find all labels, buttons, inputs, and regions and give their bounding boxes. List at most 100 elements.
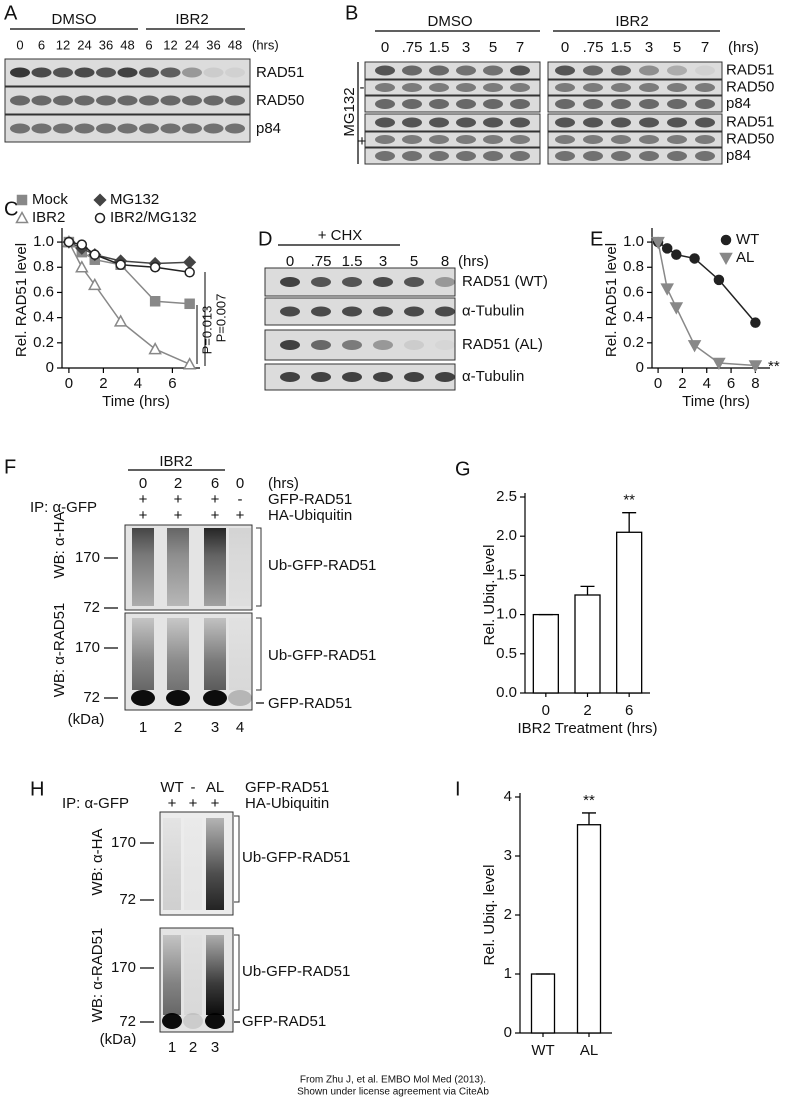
y-tick-label: 0.8 xyxy=(623,258,644,275)
bar xyxy=(532,613,559,694)
band xyxy=(96,95,116,106)
marker xyxy=(651,236,665,250)
x-tick-label: 0 xyxy=(654,375,662,392)
band xyxy=(31,67,52,78)
marker xyxy=(149,262,161,273)
smear xyxy=(163,935,181,1015)
smear xyxy=(163,818,181,910)
marker xyxy=(748,360,763,373)
marker xyxy=(184,267,195,278)
band xyxy=(131,690,155,706)
band xyxy=(667,99,687,109)
lane-label: WT xyxy=(160,779,183,796)
band-label: RAD51 xyxy=(256,64,304,81)
band-label: RAD51 (WT) xyxy=(462,273,548,290)
lane-label: 5 xyxy=(673,39,681,56)
marker xyxy=(76,239,88,250)
lane-label: - xyxy=(191,779,196,796)
fit-line xyxy=(657,241,756,367)
band xyxy=(555,99,575,109)
x-tick-label: 6 xyxy=(168,375,176,392)
band xyxy=(31,95,52,106)
legend-label: Mock xyxy=(32,191,68,208)
band xyxy=(53,123,73,134)
band xyxy=(373,372,393,382)
lane-label: 3 xyxy=(379,253,387,270)
mw-label: 170 xyxy=(111,959,136,976)
x-tick-label: 2 xyxy=(583,702,591,719)
band xyxy=(510,151,530,161)
bracket xyxy=(234,934,240,1011)
band xyxy=(456,135,476,144)
wb-label: WB: α-HA xyxy=(51,511,68,578)
y-tick-label: 1.0 xyxy=(496,606,517,623)
marker xyxy=(750,317,761,328)
x-axis-label: Time (hrs) xyxy=(102,393,170,410)
band xyxy=(695,117,715,128)
band xyxy=(483,135,503,144)
marker xyxy=(184,298,195,310)
band xyxy=(342,306,362,317)
band xyxy=(583,83,603,92)
row-sign: + xyxy=(236,507,245,524)
x-tick-label: 4 xyxy=(134,375,142,392)
bracket xyxy=(256,527,262,607)
band xyxy=(695,83,715,92)
band xyxy=(695,99,715,109)
row-sign: + xyxy=(211,491,220,508)
band xyxy=(611,65,631,76)
y-axis-label: Rel. RAD51 level xyxy=(603,243,620,357)
smear xyxy=(229,528,251,606)
band xyxy=(456,83,476,92)
x-tick-label: 8 xyxy=(751,375,759,392)
row-label: HA-Ubiquitin xyxy=(245,795,329,812)
band xyxy=(402,117,422,128)
y-tick-label: 0.2 xyxy=(33,334,54,351)
legend-marker xyxy=(720,234,732,246)
legend-label: WT xyxy=(736,231,759,248)
band xyxy=(583,135,603,144)
band xyxy=(456,151,476,161)
y-tick-label: 0.6 xyxy=(33,283,54,300)
group-label: + CHX xyxy=(318,227,363,244)
wb-label: WB: α-HA xyxy=(89,828,106,895)
band xyxy=(182,67,202,78)
lane-number: 1 xyxy=(168,1039,176,1056)
marker xyxy=(115,259,126,270)
x-tick-label: 0 xyxy=(65,375,73,392)
marker xyxy=(661,243,673,254)
row-label: GFP-RAD51 xyxy=(268,491,352,508)
lane-label: 3 xyxy=(462,39,470,56)
band xyxy=(342,340,362,350)
band xyxy=(639,83,659,92)
row-sign: + xyxy=(168,795,177,812)
band xyxy=(182,95,202,106)
band-label: RAD51 xyxy=(726,61,774,78)
band xyxy=(74,123,95,134)
lane-label: 1.5 xyxy=(429,39,450,56)
lane-label: 1.5 xyxy=(342,253,363,270)
band xyxy=(483,65,503,76)
panel-letter: H xyxy=(30,778,44,800)
y-axis-label: Rel. Ubiq. level xyxy=(481,545,498,646)
y-tick-label: 0 xyxy=(636,359,644,376)
band xyxy=(280,340,300,350)
annotation: ** xyxy=(623,492,635,509)
band xyxy=(555,65,575,76)
band xyxy=(342,372,362,382)
band xyxy=(402,99,422,109)
band xyxy=(583,65,603,76)
lane-label: 0 xyxy=(139,475,147,492)
panel-letter: A xyxy=(4,2,18,24)
band xyxy=(555,117,575,128)
lane-number: 1 xyxy=(139,719,147,736)
band xyxy=(639,135,659,144)
legend-marker xyxy=(93,193,107,207)
lane-label: 48 xyxy=(228,37,242,52)
lane-number: 3 xyxy=(211,1039,219,1056)
legend-label: MG132 xyxy=(110,191,159,208)
lane-label: 0 xyxy=(286,253,294,270)
marker xyxy=(687,340,702,353)
unit-label: (hrs) xyxy=(268,475,299,492)
x-tick-label: 6 xyxy=(727,375,735,392)
